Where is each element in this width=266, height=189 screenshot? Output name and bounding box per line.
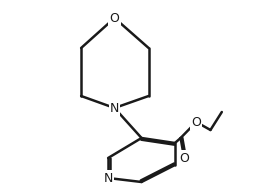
Text: O: O [179, 152, 189, 164]
Text: N: N [103, 171, 113, 184]
Text: O: O [110, 12, 119, 25]
Text: O: O [191, 115, 201, 129]
Text: N: N [110, 101, 119, 115]
